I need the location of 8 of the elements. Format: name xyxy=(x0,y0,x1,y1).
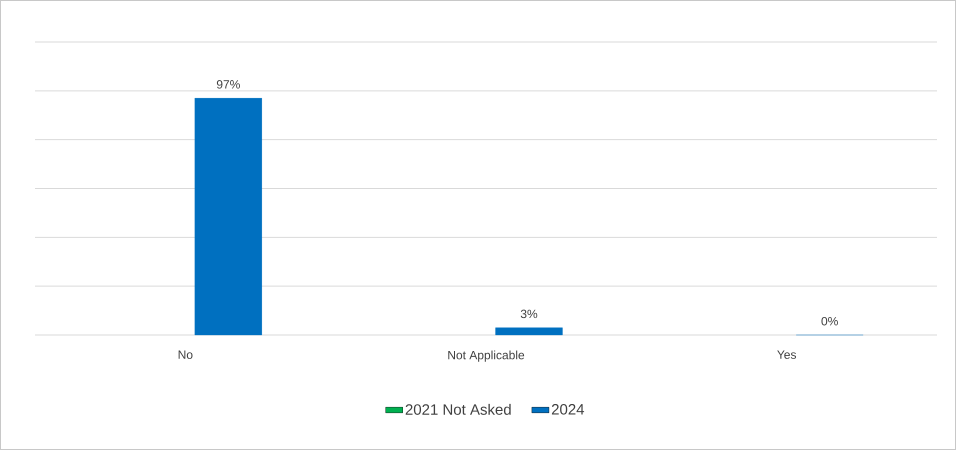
x-tick-label: Yes xyxy=(777,350,796,359)
x-tick-label: Not Applicable xyxy=(448,350,524,362)
x-tick-label: No xyxy=(178,350,192,359)
legend-label: 2021 Not Asked xyxy=(406,404,511,415)
data-label: 3% xyxy=(520,310,538,318)
legend-label: 2024 xyxy=(552,404,584,415)
data-label: 0% xyxy=(821,316,838,326)
data-label: 97% xyxy=(216,80,240,89)
